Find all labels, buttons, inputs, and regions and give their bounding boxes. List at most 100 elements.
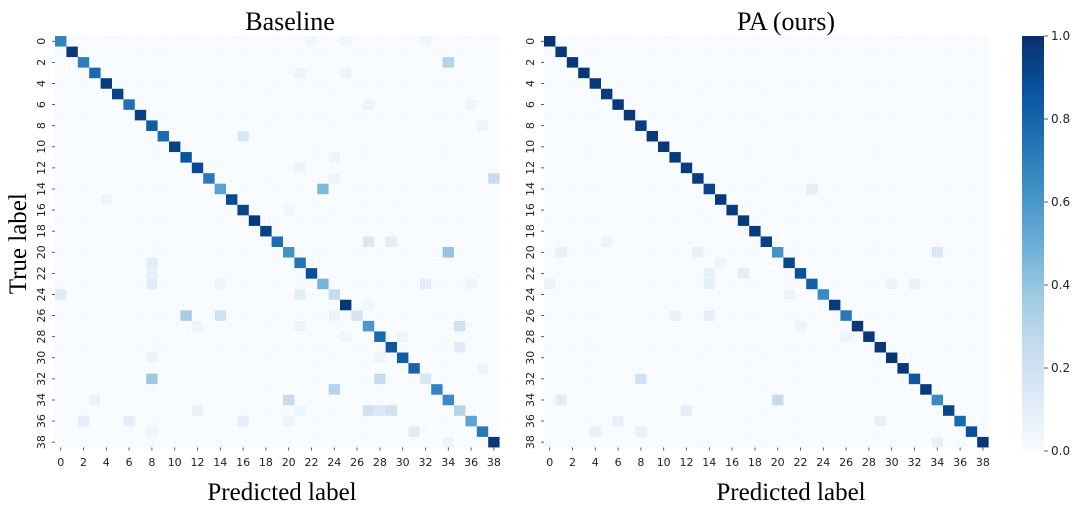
- y-tick-label: 18: [524, 224, 537, 238]
- pa-ours-heatmap: 0022446688101012121414161618182020222224…: [524, 7, 990, 506]
- x-tick-label: 8: [637, 456, 644, 469]
- y-tick-label: 4: [524, 80, 537, 87]
- colorbar-tick-label: 0.0: [1051, 444, 1070, 458]
- heatmap-cell: [806, 183, 818, 195]
- diagonal-cell: [840, 310, 852, 321]
- diagonal-cell: [397, 352, 409, 364]
- diagonal-cell: [703, 183, 715, 195]
- heatmap-cell: [362, 236, 375, 247]
- diagonal-cell: [169, 141, 181, 153]
- x-tick-label: 36: [464, 456, 478, 469]
- heatmap-cell: [146, 352, 158, 364]
- heatmap-cell: [908, 278, 921, 290]
- heatmap-cell: [703, 310, 715, 321]
- y-tick-label: 16: [524, 203, 537, 217]
- y-tick-label: 22: [524, 266, 537, 280]
- heatmap-cell: [305, 36, 318, 47]
- x-tick-label: 32: [419, 456, 433, 469]
- y-tick-label: 18: [35, 224, 48, 238]
- y-tick-label: 24: [524, 287, 537, 301]
- heatmap-cell: [294, 162, 306, 174]
- diagonal-cell: [772, 247, 784, 258]
- heatmap-cell: [374, 405, 386, 416]
- heatmap-cell: [55, 289, 67, 300]
- diagonal-cell: [566, 57, 579, 68]
- x-tick-label: 24: [816, 456, 830, 469]
- heatmap-cell: [385, 405, 397, 416]
- heatmap-cell: [874, 415, 886, 427]
- diagonal-cell: [931, 394, 943, 406]
- diagonal-cell: [157, 130, 169, 142]
- diagonal-cell: [965, 426, 978, 437]
- y-tick-label: 34: [524, 393, 537, 407]
- y-axis-label: True label: [5, 193, 32, 294]
- diagonal-cell: [817, 289, 829, 300]
- baseline-heatmap: 0022446688101012121414161618182020222224…: [5, 7, 501, 506]
- y-tick-label: 32: [524, 372, 537, 386]
- diagonal-cell: [977, 436, 989, 448]
- y-tick-label: 6: [35, 101, 48, 108]
- y-tick-label: 26: [524, 309, 537, 323]
- colorbar-tick-label: 0.2: [1051, 361, 1070, 375]
- heatmap-cell: [454, 341, 466, 353]
- diagonal-cell: [646, 130, 658, 142]
- heatmap-cell: [214, 310, 226, 321]
- y-tick-label: 22: [35, 266, 48, 280]
- x-tick-label: 36: [953, 456, 967, 469]
- x-tick-label: 4: [103, 456, 110, 469]
- x-tick-label: 38: [976, 456, 990, 469]
- heatmap-cell: [840, 331, 852, 342]
- diagonal-cell: [100, 78, 112, 89]
- heatmap-cell: [180, 310, 192, 321]
- diagonal-cell: [226, 194, 238, 205]
- heatmap-cell: [123, 415, 135, 427]
- heatmap-cell: [931, 247, 943, 258]
- y-tick-label: 8: [35, 122, 48, 129]
- x-tick-label: 8: [148, 456, 155, 469]
- x-tick-label: 20: [771, 456, 785, 469]
- colorbar-tick-label: 0.4: [1051, 278, 1070, 292]
- heatmap-cell: [283, 394, 295, 406]
- diagonal-cell: [271, 236, 283, 247]
- diagonal-cell: [214, 183, 226, 195]
- diagonal-cell: [692, 173, 704, 184]
- y-tick-label: 36: [35, 414, 48, 428]
- x-axis-label: Predicted label: [207, 479, 356, 506]
- heatmap-cell: [465, 278, 477, 290]
- heatmap-cell: [544, 278, 556, 290]
- y-tick-label: 14: [524, 182, 537, 196]
- y-tick-label: 30: [524, 351, 537, 365]
- x-tick-label: 6: [126, 456, 133, 469]
- diagonal-cell: [146, 120, 158, 131]
- heatmap-cell: [635, 373, 647, 385]
- diagonal-cell: [340, 299, 352, 311]
- heatmap-cell: [442, 57, 454, 68]
- x-tick-label: 0: [546, 456, 553, 469]
- diagonal-cell: [260, 225, 272, 237]
- y-tick-label: 12: [35, 161, 48, 175]
- x-tick-label: 14: [213, 456, 227, 469]
- heatmap-cell: [362, 299, 375, 311]
- x-tick-label: 16: [725, 456, 739, 469]
- heatmap-cell: [294, 405, 306, 416]
- heatmap-cell: [283, 415, 295, 427]
- heatmap-cell: [454, 320, 466, 332]
- colorbar: 0.0 0.2 0.4 0.6 0.8 1.0: [1022, 29, 1070, 458]
- x-tick-label: 32: [908, 456, 922, 469]
- chart-title: Baseline: [245, 7, 335, 36]
- diagonal-cell: [77, 57, 90, 68]
- y-tick-label: 28: [35, 330, 48, 344]
- diagonal-cell: [749, 225, 761, 237]
- chart-title: PA (ours): [737, 7, 835, 36]
- x-tick-label: 30: [885, 456, 899, 469]
- y-tick-label: 32: [35, 372, 48, 386]
- x-tick-label: 26: [839, 456, 853, 469]
- heatmap-cell: [237, 415, 249, 427]
- heatmap-cell: [328, 152, 340, 163]
- heatmap-cell: [669, 310, 681, 321]
- diagonal-cell: [886, 352, 898, 364]
- heatmap-cell: [886, 278, 898, 290]
- diagonal-cell: [589, 78, 601, 89]
- diagonal-cell: [612, 99, 624, 110]
- y-tick-label: 20: [524, 245, 537, 259]
